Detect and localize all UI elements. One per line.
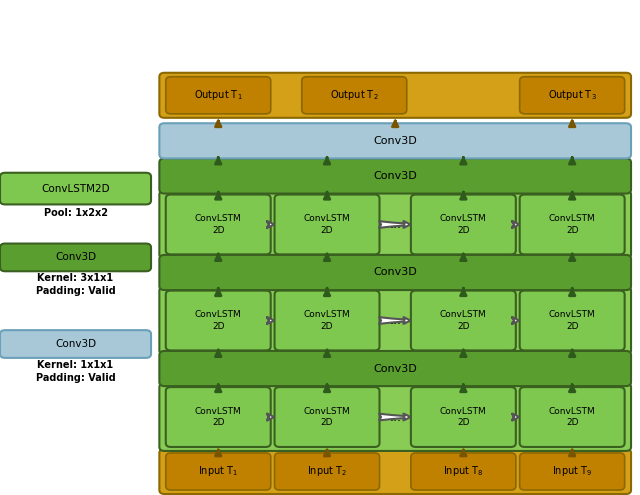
Text: ConvLSTM
2D: ConvLSTM 2D [303, 214, 351, 235]
FancyBboxPatch shape [166, 195, 271, 254]
FancyBboxPatch shape [166, 387, 271, 447]
FancyBboxPatch shape [159, 351, 631, 386]
FancyBboxPatch shape [275, 195, 380, 254]
Text: Kernel: 1x1x1: Kernel: 1x1x1 [38, 360, 113, 370]
Text: Input T$_2$: Input T$_2$ [307, 464, 347, 479]
Text: ...: ... [389, 218, 401, 231]
FancyBboxPatch shape [0, 330, 151, 358]
FancyBboxPatch shape [520, 291, 625, 350]
Text: Padding: Valid: Padding: Valid [36, 286, 115, 296]
Text: Conv3D: Conv3D [373, 171, 417, 181]
FancyBboxPatch shape [520, 77, 625, 114]
FancyBboxPatch shape [520, 387, 625, 447]
FancyBboxPatch shape [159, 123, 631, 158]
FancyBboxPatch shape [166, 453, 271, 490]
FancyBboxPatch shape [520, 453, 625, 490]
FancyBboxPatch shape [411, 291, 516, 350]
FancyBboxPatch shape [166, 77, 271, 114]
Text: Input T$_8$: Input T$_8$ [444, 464, 483, 479]
Text: Conv3D: Conv3D [373, 363, 417, 374]
FancyBboxPatch shape [520, 195, 625, 254]
FancyBboxPatch shape [0, 173, 151, 204]
Text: Kernel: 3x1x1: Kernel: 3x1x1 [38, 273, 113, 283]
FancyBboxPatch shape [166, 291, 271, 350]
Text: ...: ... [389, 410, 401, 424]
FancyBboxPatch shape [159, 383, 631, 451]
Text: Output T$_3$: Output T$_3$ [548, 88, 596, 102]
FancyBboxPatch shape [302, 77, 407, 114]
Text: ConvLSTM
2D: ConvLSTM 2D [440, 214, 487, 235]
FancyBboxPatch shape [411, 195, 516, 254]
FancyBboxPatch shape [411, 387, 516, 447]
FancyBboxPatch shape [275, 291, 380, 350]
Text: ConvLSTM
2D: ConvLSTM 2D [195, 310, 242, 331]
Text: ConvLSTM
2D: ConvLSTM 2D [548, 407, 596, 427]
Text: ConvLSTM
2D: ConvLSTM 2D [548, 214, 596, 235]
FancyBboxPatch shape [159, 287, 631, 354]
FancyBboxPatch shape [159, 191, 631, 258]
FancyBboxPatch shape [159, 158, 631, 194]
Text: Conv3D: Conv3D [55, 339, 96, 349]
Text: Input T$_9$: Input T$_9$ [552, 464, 592, 479]
Text: ConvLSTM
2D: ConvLSTM 2D [440, 310, 487, 331]
FancyBboxPatch shape [275, 453, 380, 490]
Text: ConvLSTM
2D: ConvLSTM 2D [195, 407, 242, 427]
FancyBboxPatch shape [159, 449, 631, 494]
FancyBboxPatch shape [159, 73, 631, 118]
Text: Conv3D: Conv3D [55, 252, 96, 262]
Text: ConvLSTM
2D: ConvLSTM 2D [303, 407, 351, 427]
Text: Pool: 1x2x2: Pool: 1x2x2 [44, 208, 108, 218]
Text: ConvLSTM
2D: ConvLSTM 2D [440, 407, 487, 427]
Text: Conv3D: Conv3D [373, 267, 417, 278]
Text: Padding: Valid: Padding: Valid [36, 373, 115, 383]
Text: ...: ... [389, 314, 401, 327]
FancyBboxPatch shape [275, 387, 380, 447]
Text: ConvLSTM
2D: ConvLSTM 2D [548, 310, 596, 331]
Text: ConvLSTM2D: ConvLSTM2D [41, 184, 110, 194]
Text: ConvLSTM
2D: ConvLSTM 2D [303, 310, 351, 331]
Text: ConvLSTM
2D: ConvLSTM 2D [195, 214, 242, 235]
FancyBboxPatch shape [411, 453, 516, 490]
FancyBboxPatch shape [0, 244, 151, 271]
FancyBboxPatch shape [159, 255, 631, 290]
Text: Input T$_1$: Input T$_1$ [198, 464, 238, 479]
Text: Conv3D: Conv3D [373, 136, 417, 146]
Text: Output T$_2$: Output T$_2$ [330, 88, 378, 102]
Text: Output T$_1$: Output T$_1$ [194, 88, 243, 102]
